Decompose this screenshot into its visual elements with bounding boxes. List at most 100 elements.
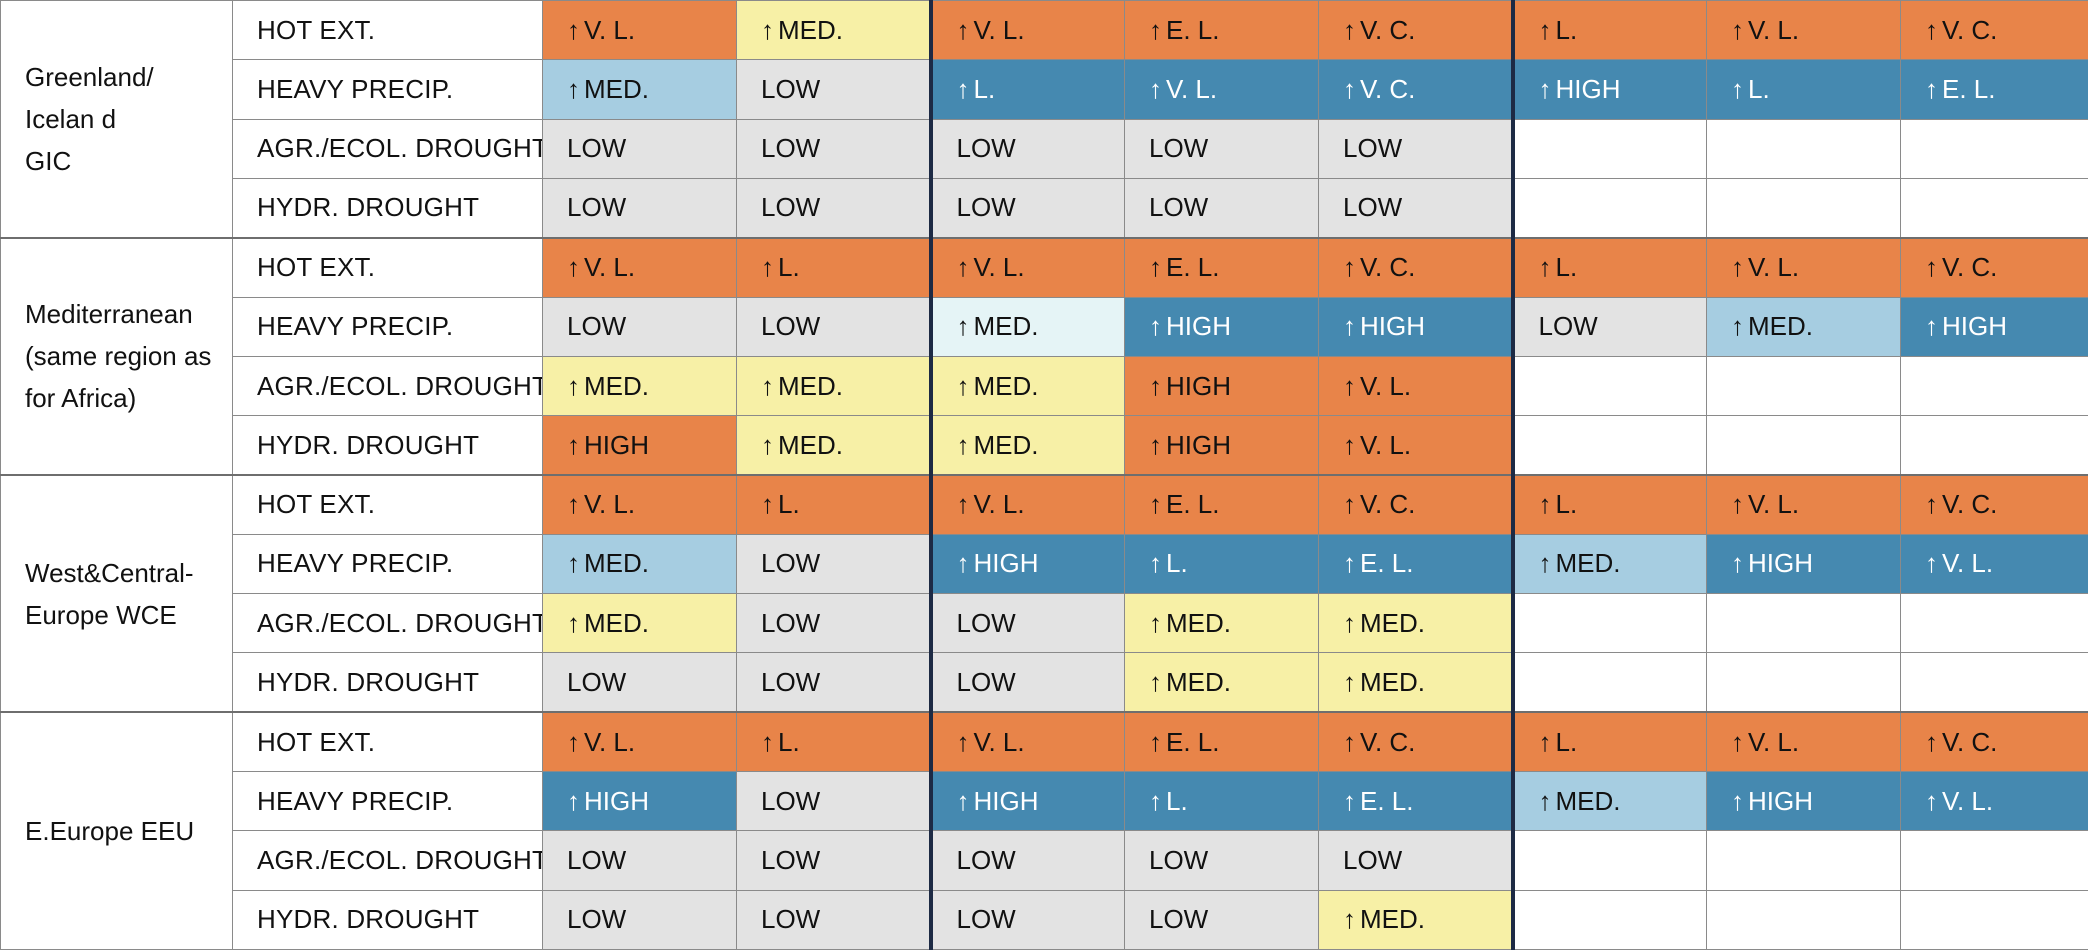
hazard-label: HOT EXT. [232, 236, 543, 298]
up-arrow-icon: ↑ [1925, 311, 1938, 342]
assessment-value: LOW [761, 192, 821, 223]
assessment-value: L. [778, 252, 800, 283]
up-arrow-icon: ↑ [1538, 14, 1552, 45]
assessment-value: LOW [956, 845, 1016, 876]
assessment-cell: ↑ L. [736, 236, 931, 298]
up-arrow-icon: ↑ [956, 726, 970, 757]
assessment-cell: LOW [928, 830, 1125, 891]
assessment-value: LOW [761, 904, 821, 935]
assessment-value: LOW [567, 845, 627, 876]
assessment-cell: LOW [928, 177, 1125, 239]
hazard-label: HOT EXT. [232, 473, 543, 535]
assessment-value: V. L. [1748, 726, 1800, 757]
assessment-cell: ↑ L. [1510, 711, 1707, 773]
assessment-cell: ↑ L. [1510, 236, 1707, 298]
assessment-cell: ↑ HIGH [1706, 771, 1901, 832]
assessment-cell: LOW [736, 889, 931, 950]
assessment-cell: ↑ V. L. [1124, 59, 1319, 120]
assessment-cell: ↑ HIGH [1706, 533, 1901, 595]
assessment-cell: ↑ E. L. [1124, 473, 1319, 535]
up-arrow-icon: ↑ [1149, 370, 1162, 401]
up-arrow-icon: ↑ [956, 489, 970, 520]
assessment-cell: ↑ E. L. [1900, 59, 2088, 120]
assessment-cell: ↑ V. L. [928, 473, 1125, 535]
assessment-cell: ↑ HIGH [1124, 355, 1319, 417]
assessment-cell: ↑ V. L. [542, 0, 737, 61]
assessment-value: HIGH [1360, 311, 1425, 342]
region-label-line: Icelan d [25, 103, 117, 134]
assessment-value: LOW [956, 192, 1016, 223]
assessment-cell: ↑ V. L. [542, 473, 737, 535]
up-arrow-icon: ↑ [1925, 726, 1938, 757]
up-arrow-icon: ↑ [761, 370, 774, 401]
assessment-cell: ↑ V. L. [1706, 236, 1901, 298]
assessment-cell: LOW [1318, 830, 1513, 891]
assessment-value: V. L. [584, 726, 636, 757]
assessment-cell: ↑ V. L. [1900, 771, 2088, 832]
assessment-cell: ↑ V. L. [1318, 355, 1513, 417]
assessment-cell: ↑ HIGH [542, 771, 737, 832]
assessment-value: HIGH [584, 429, 649, 460]
up-arrow-icon: ↑ [1149, 726, 1162, 757]
up-arrow-icon: ↑ [1343, 429, 1356, 460]
up-arrow-icon: ↑ [761, 14, 774, 45]
region-label-line: Greenland/ [25, 61, 154, 92]
up-arrow-icon: ↑ [1731, 489, 1744, 520]
assessment-value: V. C. [1942, 489, 1998, 520]
assessment-value: V. L. [584, 252, 636, 283]
assessment-cell: ↑ HIGH [542, 415, 737, 476]
assessment-value: LOW [761, 311, 821, 342]
assessment-cell: ↑ V. L. [1706, 0, 1901, 61]
assessment-cell: LOW [542, 177, 737, 239]
assessment-value: V. C. [1360, 252, 1416, 283]
assessment-cell [1510, 177, 1707, 239]
assessment-cell: ↑ MED. [542, 533, 737, 595]
assessment-cell: ↑ HIGH [1318, 296, 1513, 357]
region-label-line: West&Central- [25, 557, 194, 588]
assessment-cell: ↑ MED. [1318, 593, 1513, 654]
assessment-value: V. L. [973, 726, 1025, 757]
assessment-cell: LOW [736, 177, 931, 239]
assessment-value: LOW [567, 311, 627, 342]
assessment-cell [1900, 889, 2088, 950]
region-label-line: Europe WCE [25, 599, 177, 630]
region-label: Greenland/Icelan d GIC [0, 0, 233, 239]
assessment-value: MED. [1748, 311, 1813, 342]
assessment-cell: ↑ E. L. [1124, 0, 1319, 61]
up-arrow-icon: ↑ [567, 252, 580, 283]
assessment-cell [1900, 355, 2088, 417]
assessment-cell: ↑ MED. [1510, 771, 1707, 832]
table-row: HYDR. DROUGHT LOW LOW LOW LOW ↑ MED. [1, 889, 2088, 950]
assessment-cell: ↑ V. C. [1900, 711, 2088, 773]
assessment-value: V. L. [1748, 489, 1800, 520]
up-arrow-icon: ↑ [1149, 548, 1162, 579]
up-arrow-icon: ↑ [1538, 726, 1552, 757]
assessment-value: LOW [567, 666, 627, 697]
assessment-cell [1900, 830, 2088, 891]
assessment-value: L. [778, 489, 800, 520]
assessment-cell [1510, 415, 1707, 476]
assessment-value: L. [1555, 14, 1578, 45]
assessment-cell: ↑ MED. [1706, 296, 1901, 357]
up-arrow-icon: ↑ [567, 607, 580, 638]
assessment-cell: ↑ V. L. [1706, 711, 1901, 773]
up-arrow-icon: ↑ [956, 370, 970, 401]
assessment-cell [1900, 118, 2088, 179]
assessment-cell [1706, 118, 1901, 179]
assessment-cell: LOW [736, 59, 931, 120]
assessment-value: HIGH [1555, 73, 1621, 104]
assessment-value: LOW [761, 548, 821, 579]
assessment-value: E. L. [1166, 489, 1220, 520]
assessment-cell: ↑ HIGH [1124, 415, 1319, 476]
table-row: HYDR. DROUGHT ↑ HIGH ↑ MED. ↑ MED. ↑ HIGH ↑ V. L. [1, 415, 2088, 476]
region-label: E.Europe EEU [0, 711, 233, 950]
up-arrow-icon: ↑ [1149, 607, 1162, 638]
assessment-cell [1900, 177, 2088, 239]
up-arrow-icon: ↑ [1343, 311, 1356, 342]
up-arrow-icon: ↑ [1149, 785, 1162, 816]
up-arrow-icon: ↑ [567, 429, 580, 460]
up-arrow-icon: ↑ [1925, 14, 1938, 45]
assessment-value: L. [1748, 73, 1770, 104]
table-row: AGR./ECOL. DROUGHT LOW LOW LOW LOW LOW [1, 118, 2088, 179]
up-arrow-icon: ↑ [1343, 607, 1356, 638]
